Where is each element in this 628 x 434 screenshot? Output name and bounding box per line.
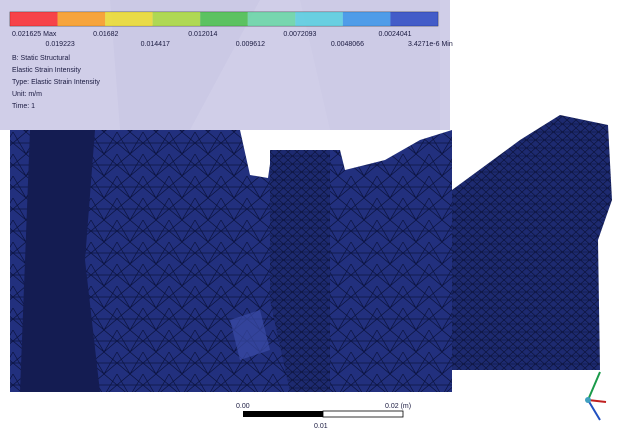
scale-start: 0.00 — [236, 403, 250, 410]
mesh-body — [10, 130, 452, 392]
legend-band — [295, 12, 343, 26]
result-name: Elastic Strain Intensity — [12, 67, 81, 74]
scale-bar-light — [322, 410, 404, 418]
axis-triad — [585, 371, 607, 421]
legend-label: 0.019223 — [46, 41, 75, 48]
result-time: Time: 1 — [12, 103, 35, 110]
legend-label: 0.0048066 — [331, 41, 364, 48]
legend-band — [105, 12, 153, 26]
legend-band — [247, 12, 296, 26]
result-unit: Unit: m/m — [12, 91, 42, 98]
analysis-name: B: Static Structural — [12, 55, 70, 62]
legend-band — [390, 12, 438, 26]
legend-label: 0.012014 — [188, 31, 217, 38]
legend-label: 0.01682 — [93, 31, 118, 38]
legend-band — [152, 12, 201, 26]
scale-bar-dark — [243, 411, 323, 417]
result-type: Type: Elastic Strain Intensity — [12, 79, 100, 86]
mesh-fine-region — [270, 150, 330, 392]
legend-band — [10, 12, 58, 26]
legend-band — [342, 12, 391, 26]
legend-band — [57, 12, 106, 26]
mesh-right-part — [452, 115, 612, 370]
legend-label: 0.021625 Max — [12, 31, 57, 38]
legend-label: 0.014417 — [141, 41, 170, 48]
scale-mid: 0.01 — [314, 423, 328, 430]
legend-label: 0.0072093 — [283, 31, 316, 38]
legend-label: 0.009612 — [236, 41, 265, 48]
scale-end: 0.02 (m) — [385, 403, 411, 410]
mesh-dark-region — [20, 130, 100, 392]
legend-band — [200, 12, 248, 26]
mesh-highlight — [230, 310, 270, 360]
legend-label: 3.4271e-6 Min — [408, 41, 453, 48]
legend-label: 0.0024041 — [378, 31, 411, 38]
